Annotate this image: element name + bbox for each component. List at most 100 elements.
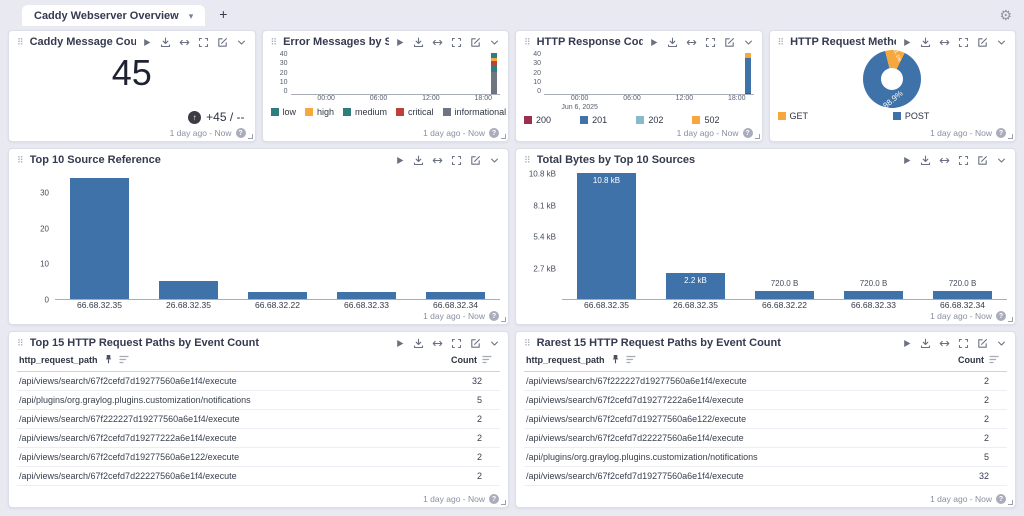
x-category-label: 26.68.32.35	[673, 300, 718, 310]
sort-icon[interactable]	[482, 355, 492, 366]
column-header-path: http_request_path	[526, 355, 605, 365]
download-icon[interactable]	[920, 155, 931, 166]
sort-icon[interactable]	[989, 355, 999, 366]
drag-handle-icon[interactable]: ⠿	[17, 154, 24, 165]
download-icon[interactable]	[413, 155, 424, 166]
drag-handle-icon[interactable]: ⠿	[270, 36, 278, 47]
edit-icon[interactable]	[470, 37, 481, 48]
fullscreen-icon[interactable]	[451, 338, 462, 349]
edit-icon[interactable]	[977, 338, 988, 349]
download-icon[interactable]	[920, 338, 931, 349]
help-icon[interactable]: ?	[996, 311, 1006, 321]
fullscreen-icon[interactable]	[451, 37, 462, 48]
help-icon[interactable]: ?	[742, 128, 753, 138]
legend-item-502[interactable]: 502	[692, 115, 720, 125]
resize-handle[interactable]	[501, 500, 506, 505]
resize-handle[interactable]	[1008, 317, 1013, 322]
help-icon[interactable]: ?	[996, 128, 1006, 138]
help-icon[interactable]: ?	[489, 494, 499, 504]
tab-caddy-webserver-overview[interactable]: Caddy Webserver Overview ▾	[22, 5, 206, 26]
resize-handle[interactable]	[1008, 500, 1013, 505]
edit-icon[interactable]	[217, 37, 228, 48]
fullscreen-icon[interactable]	[705, 37, 716, 48]
help-icon[interactable]: ?	[489, 128, 499, 138]
tab-caret-down-icon[interactable]: ▾	[188, 10, 194, 21]
move-icon[interactable]	[432, 37, 443, 48]
pin-column-icon[interactable]	[104, 354, 113, 366]
move-icon[interactable]	[939, 338, 950, 349]
drag-handle-icon[interactable]: ⠿	[17, 36, 24, 47]
play-icon[interactable]	[902, 338, 912, 349]
move-icon[interactable]	[686, 37, 697, 48]
legend-item-high[interactable]: high	[305, 107, 334, 117]
severity-legend: low high medium critical informational	[270, 107, 506, 117]
count-cell: 2	[983, 376, 989, 386]
move-icon[interactable]	[179, 37, 190, 48]
chevron-down-icon[interactable]	[743, 37, 754, 48]
play-icon[interactable]	[649, 37, 659, 48]
resize-handle[interactable]	[247, 134, 253, 139]
legend-item-critical[interactable]: critical	[396, 107, 434, 117]
dashboard-row-2: ⠿ Top 10 Source Reference 0 10 20 30 66.68.3…	[8, 148, 1016, 325]
move-icon[interactable]	[939, 37, 950, 48]
drag-handle-icon[interactable]: ⠿	[524, 154, 531, 165]
fullscreen-icon[interactable]	[958, 338, 969, 349]
pin-column-icon[interactable]	[611, 354, 620, 366]
sort-icon[interactable]	[118, 355, 129, 366]
help-icon[interactable]: ?	[235, 128, 246, 138]
chevron-down-icon[interactable]	[489, 37, 500, 48]
fullscreen-icon[interactable]	[958, 155, 969, 166]
legend-item-post[interactable]: POST	[892, 111, 929, 121]
chevron-down-icon[interactable]	[489, 155, 500, 166]
move-icon[interactable]	[432, 155, 443, 166]
legend-item-201[interactable]: 201	[580, 115, 607, 125]
resize-handle[interactable]	[501, 134, 506, 139]
fullscreen-icon[interactable]	[451, 155, 462, 166]
edit-icon[interactable]	[724, 37, 735, 48]
drag-handle-icon[interactable]: ⠿	[777, 36, 785, 47]
play-icon[interactable]	[395, 155, 405, 166]
sort-icon[interactable]	[625, 355, 636, 366]
new-tab-button[interactable]: +	[219, 6, 228, 22]
edit-icon[interactable]	[977, 37, 988, 48]
request-methods-legend: GET POST	[777, 111, 1008, 121]
play-icon[interactable]	[902, 155, 912, 166]
play-icon[interactable]	[395, 338, 405, 349]
help-icon[interactable]: ?	[996, 494, 1006, 504]
fullscreen-icon[interactable]	[198, 37, 209, 48]
path-cell: /api/views/search/67f2cefd7d19277560a6e1…	[526, 414, 747, 424]
resize-handle[interactable]	[1008, 134, 1013, 139]
chevron-down-icon[interactable]	[996, 155, 1007, 166]
drag-handle-icon[interactable]: ⠿	[524, 36, 531, 47]
legend-item-200[interactable]: 200	[524, 115, 551, 125]
legend-item-get[interactable]: GET	[777, 111, 808, 121]
legend-item-202[interactable]: 202	[636, 115, 663, 125]
fullscreen-icon[interactable]	[958, 37, 969, 48]
edit-icon[interactable]	[470, 338, 481, 349]
help-icon[interactable]: ?	[489, 311, 499, 321]
move-icon[interactable]	[939, 155, 950, 166]
settings-gear-icon[interactable]: ⚙	[999, 7, 1012, 23]
resize-handle[interactable]	[501, 317, 506, 322]
legend-item-informational[interactable]: informational	[442, 107, 506, 117]
download-icon[interactable]	[920, 37, 931, 48]
download-icon[interactable]	[413, 37, 424, 48]
play-icon[interactable]	[142, 37, 152, 48]
chevron-down-icon[interactable]	[236, 37, 247, 48]
chevron-down-icon[interactable]	[489, 338, 500, 349]
play-icon[interactable]	[902, 37, 912, 48]
drag-handle-icon[interactable]: ⠿	[17, 337, 24, 348]
legend-item-medium[interactable]: medium	[343, 107, 387, 117]
edit-icon[interactable]	[470, 155, 481, 166]
chevron-down-icon[interactable]	[996, 37, 1007, 48]
download-icon[interactable]	[667, 37, 678, 48]
chevron-down-icon[interactable]	[996, 338, 1007, 349]
resize-handle[interactable]	[754, 134, 760, 139]
edit-icon[interactable]	[977, 155, 988, 166]
download-icon[interactable]	[413, 338, 424, 349]
play-icon[interactable]	[395, 37, 405, 48]
legend-item-low[interactable]: low	[270, 107, 296, 117]
download-icon[interactable]	[160, 37, 171, 48]
move-icon[interactable]	[432, 338, 443, 349]
drag-handle-icon[interactable]: ⠿	[524, 337, 531, 348]
